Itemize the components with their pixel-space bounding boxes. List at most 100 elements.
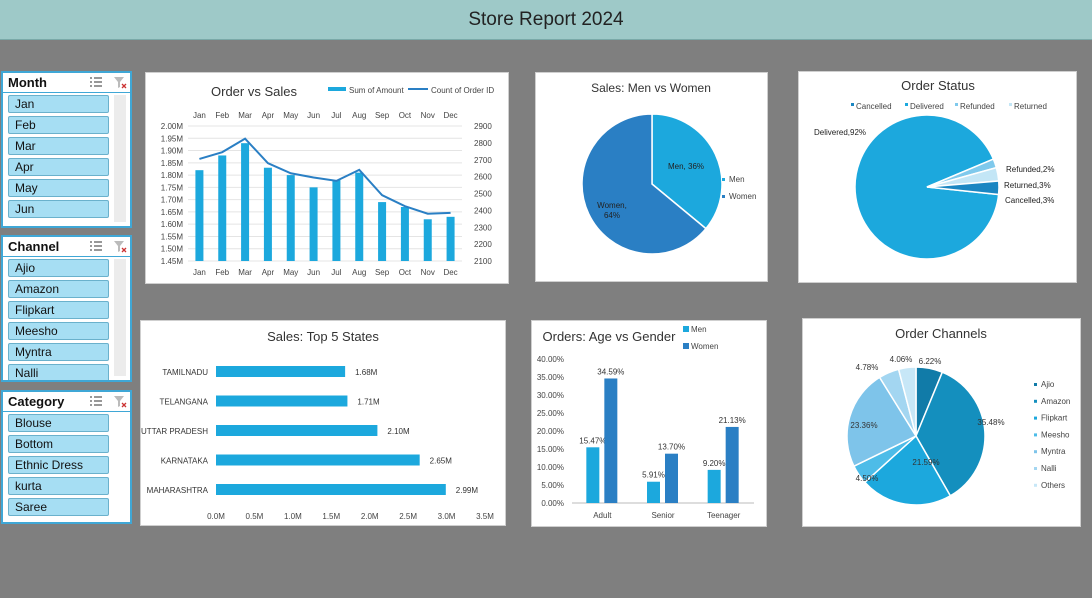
- channel-slicer-items: Ajio Amazon Flipkart Meesho Myntra Nalli: [3, 257, 130, 380]
- y-category-label: TELANGANA: [160, 398, 209, 407]
- multi-select-icon[interactable]: [89, 240, 103, 253]
- y-tick: 25.00%: [537, 409, 564, 418]
- y-tick: 15.00%: [537, 445, 564, 454]
- multi-select-icon[interactable]: [89, 76, 103, 89]
- data-label-women: Women,: [597, 201, 627, 210]
- data-label: 15.47%: [579, 436, 606, 445]
- sales-men-women-panel[interactable]: Sales: Men vs Women Men, 36% Women, 64% Men W…: [535, 72, 768, 282]
- bar-sum-of-amount: [378, 202, 387, 261]
- bar-sum-of-amount: [423, 219, 432, 261]
- data-label-men: Men, 36%: [668, 162, 704, 171]
- y-left-tick: 1.65M: [161, 208, 184, 217]
- channel-slicer[interactable]: Channel Ajio Amazon Flipkart Meesho Myntra Na…: [1, 235, 132, 382]
- y-tick: 30.00%: [537, 391, 564, 400]
- slicer-item-channel-5[interactable]: Nalli: [8, 364, 109, 380]
- y-category-label: MAHARASHTRA: [147, 486, 209, 495]
- slicer-item-category-0[interactable]: Blouse: [8, 414, 109, 432]
- order-vs-sales-panel[interactable]: Order vs Sales Sum of Amount Count of Orde…: [145, 72, 509, 284]
- slicer-item-category-2[interactable]: Ethnic Dress: [8, 456, 109, 474]
- bar-sum-of-amount: [241, 143, 250, 261]
- slicer-item-channel-4[interactable]: Myntra: [8, 343, 109, 361]
- clear-filter-icon[interactable]: [113, 76, 127, 89]
- x-tick-bottom: Jun: [307, 268, 320, 277]
- order-channels-panel[interactable]: Order Channels 6.22% 35.48% 21.59% 4.50% 23.3…: [802, 318, 1081, 527]
- age-gender-chart: Orders: Age vs Gender Men Women 40.00% 35.00…: [537, 325, 754, 520]
- x-tick: 2.5M: [399, 512, 417, 521]
- legend-swatch: [1034, 383, 1037, 386]
- order-status-panel[interactable]: Order Status Cancelled Delivered Refunded Re…: [798, 71, 1077, 283]
- y-tick: 35.00%: [537, 373, 564, 382]
- legend-swatch: [1034, 399, 1037, 403]
- y-left-tick: 1.45M: [161, 257, 184, 266]
- top-states-panel[interactable]: Sales: Top 5 States TAMILNADU 1.68M TELANGA…: [140, 320, 506, 526]
- legend-label: Women: [729, 192, 756, 201]
- bar-sum-of-amount: [400, 207, 409, 261]
- legend-swatch: [1034, 433, 1037, 437]
- x-tick-bottom: Dec: [443, 268, 457, 277]
- data-label-refunded: Refunded,2%: [1006, 165, 1054, 174]
- y-left-tick: 1.80M: [161, 171, 184, 180]
- data-label: 5.91%: [642, 471, 665, 480]
- slicer-item-category-4[interactable]: Saree: [8, 498, 109, 516]
- order-vs-sales-chart: Order vs Sales Sum of Amount Count of Orde…: [161, 84, 495, 277]
- legend-label: Refunded: [960, 102, 995, 111]
- x-tick: 1.0M: [284, 512, 302, 521]
- x-tick-bottom: Apr: [262, 268, 275, 277]
- category-slicer-items: Blouse Bottom Ethnic Dress kurta Saree: [3, 412, 130, 522]
- slicer-scrollbar[interactable]: [114, 259, 126, 376]
- x-tick-top: Dec: [443, 111, 457, 120]
- slicer-item-category-3[interactable]: kurta: [8, 477, 109, 495]
- men-women-slice-men: [651, 113, 723, 230]
- data-label: 34.59%: [597, 367, 624, 376]
- line-count-of-order-id: [199, 137, 451, 215]
- slicer-item-channel-3[interactable]: Meesho: [8, 322, 109, 340]
- legend-label: Amazon: [1041, 397, 1070, 406]
- bar-women: [725, 426, 739, 503]
- slicer-item-month-4[interactable]: May: [8, 179, 109, 197]
- slicer-item-channel-0[interactable]: Ajio: [8, 259, 109, 277]
- slicer-item-month-5[interactable]: Jun: [8, 200, 109, 218]
- clear-filter-icon[interactable]: [113, 395, 127, 408]
- data-label-delivered: Delivered,92%: [814, 128, 866, 137]
- legend-swatch: [1034, 467, 1037, 470]
- y-category-label: TAMILNADU: [162, 368, 208, 377]
- x-tick: 0.5M: [246, 512, 264, 521]
- legend-label: Myntra: [1041, 447, 1066, 456]
- slicer-scrollbar[interactable]: [114, 95, 126, 222]
- slicer-item-channel-1[interactable]: Amazon: [8, 280, 109, 298]
- month-slicer[interactable]: Month Jan Feb Mar Apr May Jun: [1, 71, 132, 228]
- x-tick-bottom: Jul: [331, 268, 341, 277]
- x-tick-bottom: Feb: [215, 268, 229, 277]
- clear-filter-icon[interactable]: [113, 240, 127, 253]
- data-label: 13.70%: [658, 443, 685, 452]
- data-label-flipkart: 21.59%: [912, 458, 939, 467]
- y-left-tick: 1.75M: [161, 183, 184, 192]
- data-label-amazon: 35.48%: [977, 418, 1004, 427]
- x-tick-bottom: Jan: [193, 268, 206, 277]
- legend-swatch: [683, 326, 689, 332]
- bar-state: [216, 395, 348, 407]
- y-right-tick: 2300: [474, 223, 492, 232]
- legend-label: Delivered: [910, 102, 944, 111]
- channel-slicer-title: Channel: [8, 239, 60, 254]
- slicer-item-month-3[interactable]: Apr: [8, 158, 109, 176]
- bar-women: [604, 378, 618, 503]
- multi-select-icon[interactable]: [89, 395, 103, 408]
- data-label-others: 4.06%: [890, 355, 913, 364]
- bar-state: [216, 425, 378, 436]
- slicer-item-month-1[interactable]: Feb: [8, 116, 109, 134]
- chart-title: Order vs Sales: [211, 84, 297, 99]
- bar-sum-of-amount: [355, 172, 364, 261]
- report-title: Store Report 2024: [468, 8, 624, 30]
- slicer-item-channel-2[interactable]: Flipkart: [8, 301, 109, 319]
- age-gender-panel[interactable]: Orders: Age vs Gender Men Women 40.00% 35.00…: [531, 320, 767, 527]
- x-tick: 0.0M: [207, 512, 225, 521]
- slicer-item-month-0[interactable]: Jan: [8, 95, 109, 113]
- chart-title: Sales: Top 5 States: [267, 329, 379, 344]
- channel-slicer-header: Channel: [3, 237, 130, 257]
- slicer-item-category-1[interactable]: Bottom: [8, 435, 109, 453]
- men-women-slice-women: [581, 113, 707, 255]
- y-left-tick: 2.00M: [161, 122, 184, 131]
- slicer-item-month-2[interactable]: Mar: [8, 137, 109, 155]
- category-slicer[interactable]: Category Blouse Bottom Ethnic Dress kurta Sa…: [1, 390, 132, 524]
